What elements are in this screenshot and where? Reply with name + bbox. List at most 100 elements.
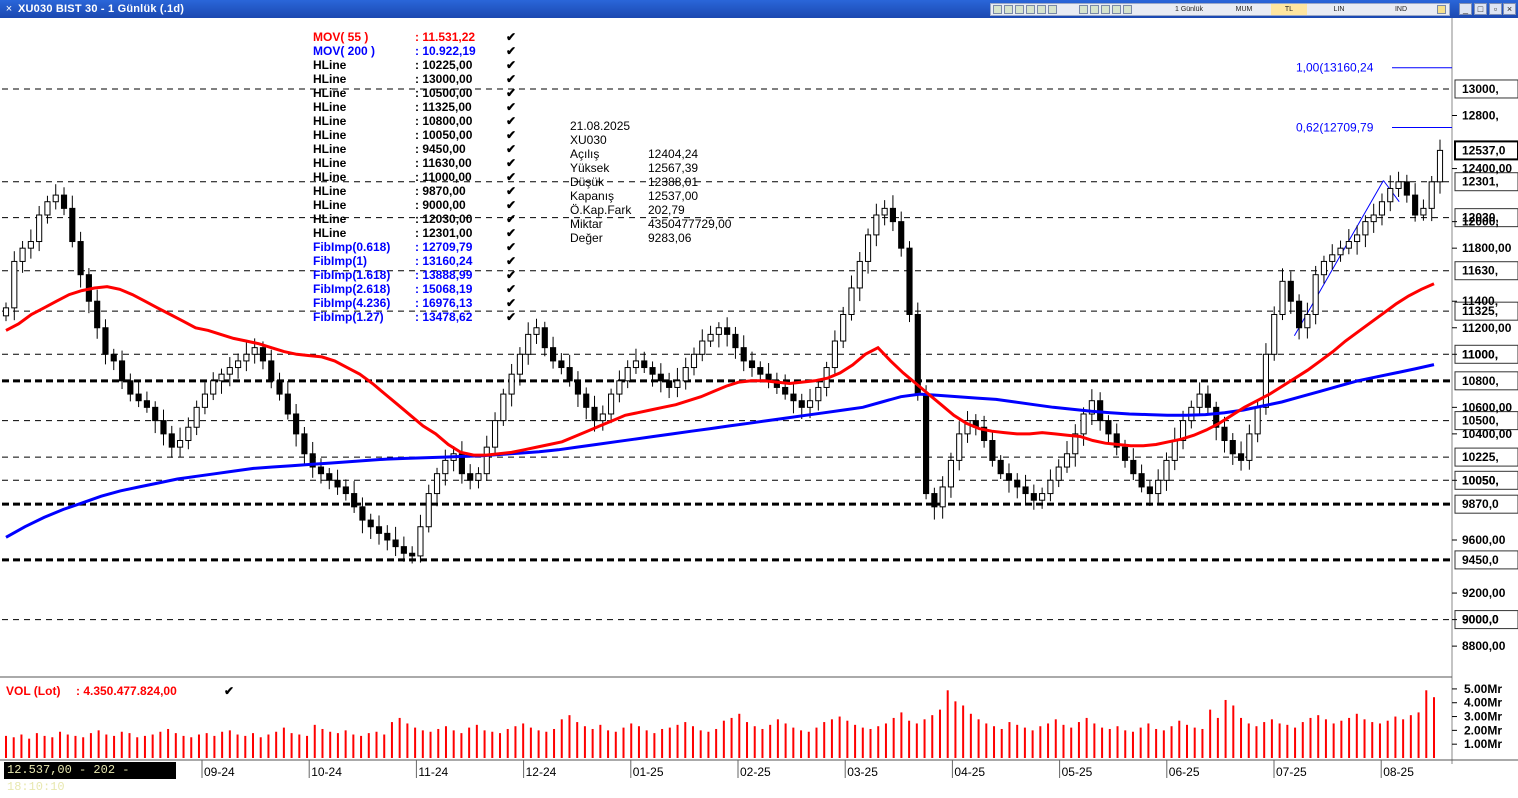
candle-body[interactable] xyxy=(1436,149,1444,183)
volume-bar[interactable] xyxy=(938,709,941,758)
candle-body[interactable] xyxy=(1403,181,1410,196)
volume-bar[interactable] xyxy=(946,690,949,758)
candle-body[interactable] xyxy=(583,393,590,408)
candle-body[interactable] xyxy=(715,327,722,335)
volume-bar[interactable] xyxy=(583,726,586,758)
candle-body[interactable] xyxy=(326,473,333,481)
volume-bar[interactable] xyxy=(313,724,316,758)
candle-body[interactable] xyxy=(1138,473,1145,488)
volume-bar[interactable] xyxy=(1077,722,1080,758)
volume-bar[interactable] xyxy=(676,724,679,758)
candle-body[interactable] xyxy=(1005,473,1013,481)
candle-body[interactable] xyxy=(508,373,515,395)
volume-bar[interactable] xyxy=(499,733,502,758)
volume-bar[interactable] xyxy=(367,733,370,758)
check-icon[interactable]: ✔ xyxy=(506,226,516,240)
volume-bar[interactable] xyxy=(43,735,46,758)
volume-bar[interactable] xyxy=(591,728,594,758)
candle-body[interactable] xyxy=(102,327,109,355)
volume-bar[interactable] xyxy=(352,734,355,758)
volume-bar[interactable] xyxy=(221,731,224,758)
volume-bar[interactable] xyxy=(668,727,671,758)
candle-body[interactable] xyxy=(740,347,747,362)
volume-bar[interactable] xyxy=(553,728,556,758)
volume-bar[interactable] xyxy=(444,726,447,758)
candle-body[interactable] xyxy=(599,413,606,422)
volume-bar[interactable] xyxy=(661,728,664,758)
volume-bar[interactable] xyxy=(1317,715,1320,758)
volume-bar[interactable] xyxy=(607,730,610,758)
volume-bar[interactable] xyxy=(429,731,432,758)
volume-bar[interactable] xyxy=(637,726,640,758)
candle-body[interactable] xyxy=(1378,201,1386,216)
volume-bar[interactable] xyxy=(74,735,77,758)
candle-body[interactable] xyxy=(1155,479,1162,495)
volume-bar[interactable] xyxy=(12,737,15,758)
volume-bar[interactable] xyxy=(892,717,895,758)
candle-body[interactable] xyxy=(898,221,905,249)
candle-body[interactable] xyxy=(27,241,34,249)
volume-bar[interactable] xyxy=(1378,723,1381,758)
candle-body[interactable] xyxy=(533,327,540,335)
candle-body[interactable] xyxy=(699,340,706,355)
volume-bar[interactable] xyxy=(807,731,810,758)
chart-icon[interactable] xyxy=(993,5,1002,14)
volume-bar[interactable] xyxy=(1108,728,1111,758)
candle-body[interactable] xyxy=(475,473,482,481)
candle-body[interactable] xyxy=(36,214,43,243)
candle-body[interactable] xyxy=(168,433,175,448)
volume-bar[interactable] xyxy=(1240,717,1243,758)
volume-bar[interactable] xyxy=(5,735,7,758)
volume-bar[interactable] xyxy=(576,722,579,758)
volume-bar[interactable] xyxy=(1193,727,1196,758)
volume-bar[interactable] xyxy=(244,735,247,758)
zoom-icon[interactable] xyxy=(1037,5,1046,14)
volume-bar[interactable] xyxy=(1185,724,1188,758)
check-icon[interactable]: ✔ xyxy=(506,156,516,170)
volume-bar[interactable] xyxy=(1209,709,1212,758)
volume-bar[interactable] xyxy=(1085,717,1088,758)
volume-bar[interactable] xyxy=(20,734,23,758)
candle-body[interactable] xyxy=(873,214,880,236)
volume-bar[interactable] xyxy=(769,724,772,758)
candle-body[interactable] xyxy=(1229,440,1236,455)
candle-body[interactable] xyxy=(591,406,598,422)
volume-bar[interactable] xyxy=(51,737,54,758)
check-icon[interactable]: ✔ xyxy=(506,72,516,86)
volume-bar[interactable] xyxy=(321,728,324,758)
candle-body[interactable] xyxy=(500,393,507,422)
candle-body[interactable] xyxy=(351,493,358,508)
volume-bar[interactable] xyxy=(1047,723,1050,758)
volume-bar[interactable] xyxy=(1162,730,1165,758)
volume-bar[interactable] xyxy=(59,731,62,758)
volume-bar[interactable] xyxy=(1224,699,1227,758)
volume-bar[interactable] xyxy=(1039,726,1042,758)
candle-body[interactable] xyxy=(964,420,971,435)
volume-bar[interactable] xyxy=(267,734,270,758)
candle-body[interactable] xyxy=(1105,420,1112,435)
candle-body[interactable] xyxy=(342,486,349,495)
line-icon[interactable] xyxy=(1079,5,1088,14)
refresh-icon[interactable] xyxy=(1015,5,1024,14)
volume-bar[interactable] xyxy=(931,715,934,758)
volume-bar[interactable] xyxy=(622,727,625,758)
candle-body[interactable] xyxy=(1055,466,1062,481)
candle-body[interactable] xyxy=(566,367,573,382)
volume-bar[interactable] xyxy=(1008,722,1011,758)
volume-bar[interactable] xyxy=(398,717,401,758)
candle-body[interactable] xyxy=(525,333,532,355)
volume-bar[interactable] xyxy=(653,733,656,758)
maximize-button[interactable]: ▫ xyxy=(1489,3,1502,15)
volume-bar[interactable] xyxy=(344,730,347,758)
candle-body[interactable] xyxy=(1030,493,1037,501)
candle-body[interactable] xyxy=(939,486,946,508)
candle-body[interactable] xyxy=(1179,420,1187,442)
volume-bar[interactable] xyxy=(800,730,803,758)
candle-body[interactable] xyxy=(259,347,267,362)
volume-bar[interactable] xyxy=(143,735,146,758)
volume-bar[interactable] xyxy=(545,731,548,758)
candle-body[interactable] xyxy=(19,247,26,262)
volume-bar[interactable] xyxy=(1402,719,1405,758)
candle-body[interactable] xyxy=(367,519,374,528)
volume-bar[interactable] xyxy=(962,705,965,758)
